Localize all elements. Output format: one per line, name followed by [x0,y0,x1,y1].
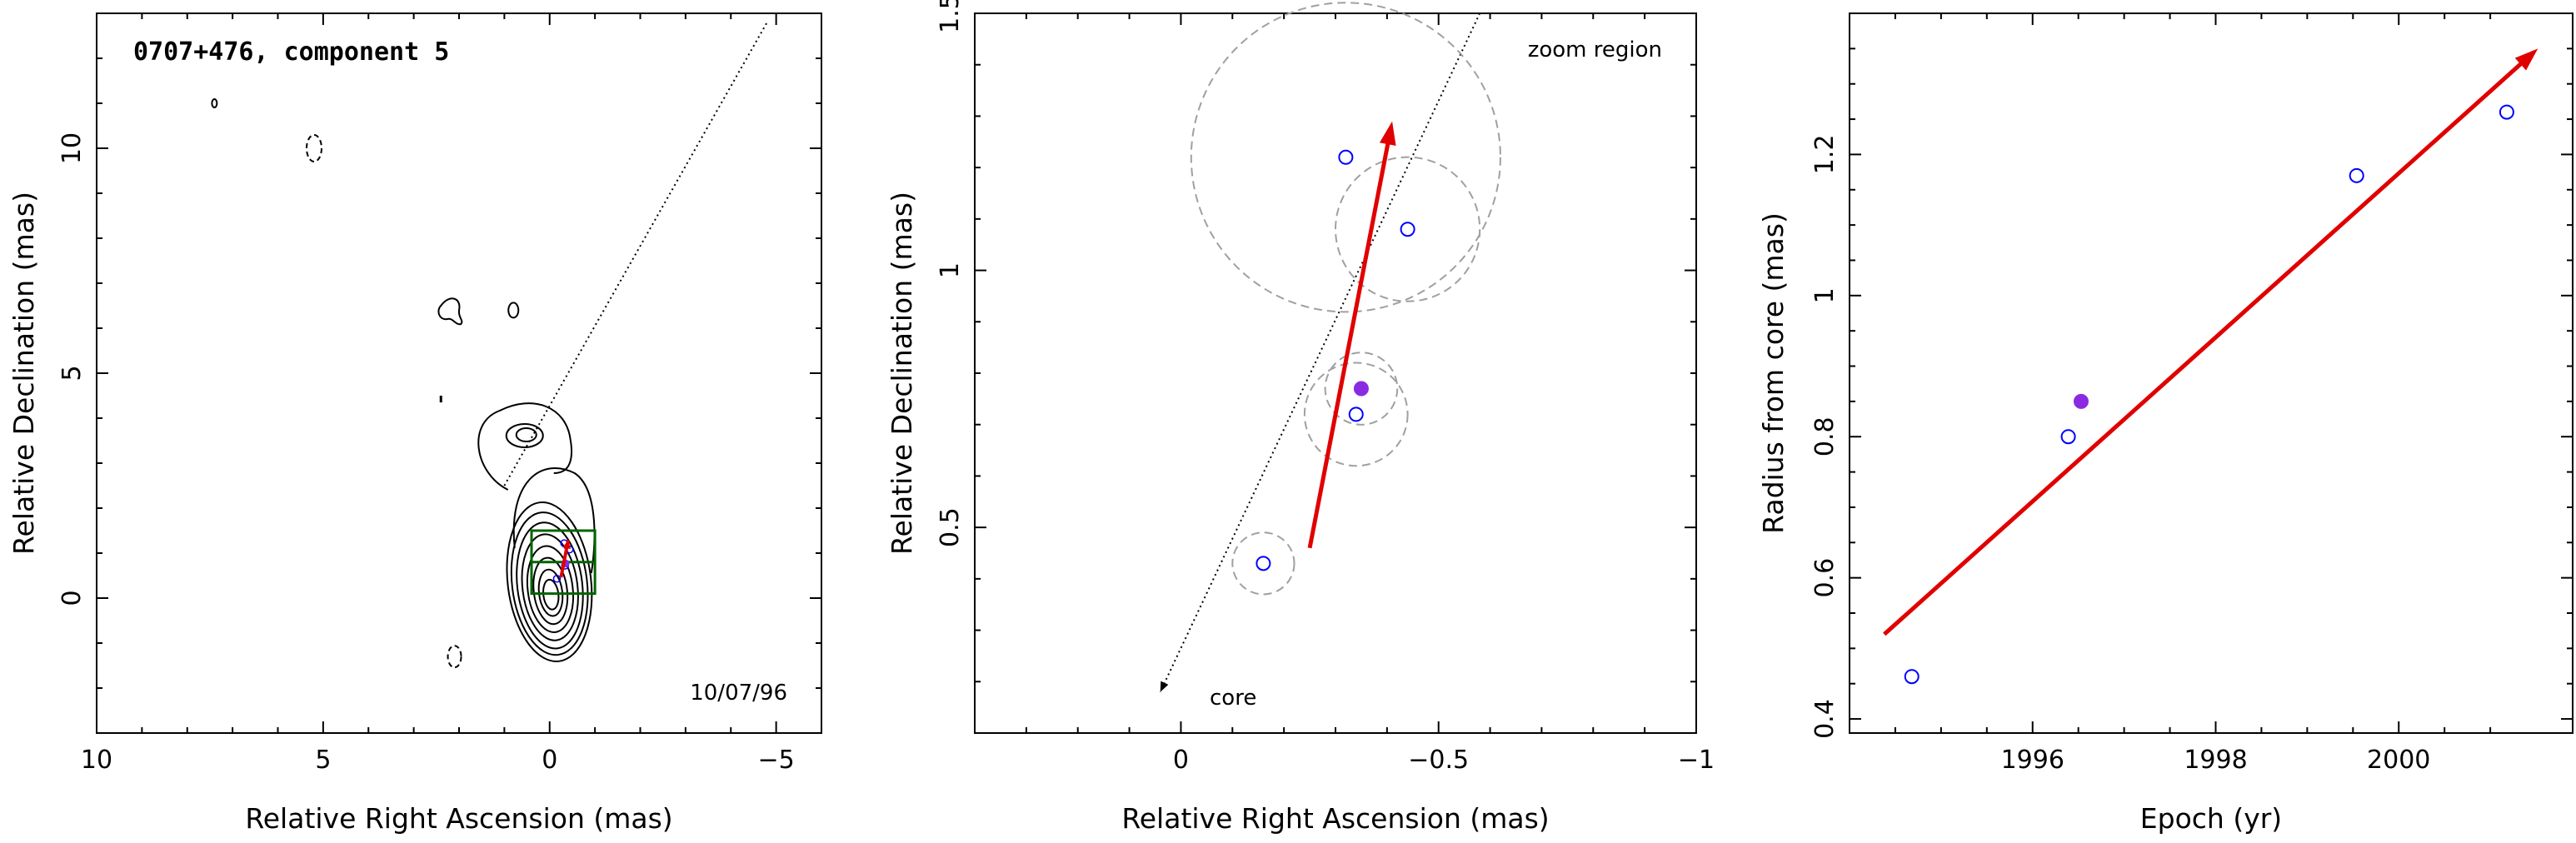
contour-line [437,297,463,326]
fit-arrow [1883,58,2527,636]
contour-line [510,511,589,656]
x-tick-label: 0 [1173,746,1189,775]
plot-frame [974,12,1697,734]
x-axis-label: Epoch (yr) [2140,802,2282,835]
plot-frame [1849,12,2574,734]
x-tick-label: 2000 [2367,746,2430,775]
contour-line [516,521,584,650]
zoom-region-label: zoom region [1528,37,1662,62]
component-marker [1338,149,1354,165]
axis-ticks: 0 −0.5 −1 0.5 1 1.5 [936,0,1715,775]
motion-arrow-head [1379,121,1396,146]
x-tick-label: 0 [542,746,557,775]
epoch-date-label: 10/07/96 [690,681,787,706]
x-tick-label: −5 [758,746,795,775]
motion-arrow-head [562,540,572,550]
component-size-circle [1303,362,1409,467]
panel-title: 0707+476, component 5 [133,37,449,67]
x-axis-label: Relative Right Ascension (mas) [1121,802,1549,835]
y-tick-label: 0.6 [1810,558,1840,598]
y-axis-label: Relative Declination (mas) [7,192,40,555]
contour-lines [211,22,768,669]
panel-zoom-region: 0 −0.5 −1 0.5 1 1.5 zoom region core Relative… [886,0,1715,835]
data-point [2499,104,2514,120]
contour-line [477,402,572,491]
component-marker [1256,556,1271,571]
axis-ticks: 1996 1998 2000 0.4 0.6 0.8 1 1.2 [1810,13,2573,775]
component-marker [1348,407,1364,422]
panel-contour-map: 10 5 0 −5 0 5 10 0707+476, component 5 10/07/9… [7,12,822,835]
contour-line [521,533,579,641]
component-marker [1400,222,1415,237]
contour-line [515,427,537,442]
x-tick-label: 1998 [2184,746,2247,775]
data-point [2060,429,2076,445]
y-tick-label: 0 [57,590,87,606]
motion-arrow [1307,137,1391,549]
component-size-circle [1231,531,1295,596]
x-tick-label: −0.5 [1408,746,1469,775]
contour-line [506,501,593,662]
x-axis-label: Relative Right Ascension (mas) [245,802,672,835]
plot-marks [1883,48,2539,685]
fit-arrow-head [2514,48,2539,71]
core-label: core [1210,686,1256,711]
jet-direction-line [503,22,768,486]
y-tick-label: 1.5 [936,0,965,33]
jet-direction-line [1159,12,1481,693]
y-tick-label: 1 [1810,287,1840,303]
contour-line [526,545,574,633]
axis-ticks: 10 5 0 −5 0 5 10 [57,12,822,775]
component-size-circle [1335,156,1481,302]
y-tick-label: 0.4 [1810,699,1840,739]
component-size-circle [1324,352,1399,426]
core-arrow-head [1160,681,1169,692]
negative-contour-line [306,134,322,162]
component-size-circle [1190,2,1501,313]
x-tick-label: 1996 [2001,746,2064,775]
data-point [1904,669,1920,685]
y-tick-label: 0.5 [936,507,965,547]
y-tick-label: 1.2 [1810,135,1840,175]
y-tick-label: 1 [936,262,965,278]
panel-radius-vs-epoch: 1996 1998 2000 0.4 0.6 0.8 1 1.2 Epoch (yr) Rad… [1757,12,2574,835]
x-tick-label: 5 [315,746,331,775]
y-axis-label: Radius from core (mas) [1757,212,1790,534]
component-marker [1353,381,1369,397]
y-tick-label: 10 [57,132,87,164]
data-point [2349,167,2364,183]
plot-marks [1159,2,1501,693]
contour-line [211,98,218,108]
contour-line [505,423,544,448]
plot-frame [96,12,822,734]
x-tick-label: −1 [1678,746,1715,775]
component-marker [552,575,562,583]
x-tick-label: 10 [81,746,112,775]
contour-line [507,302,520,319]
y-tick-label: 5 [57,365,87,381]
data-point [2073,393,2089,409]
y-axis-label: Relative Declination (mas) [886,192,918,555]
negative-contour-line [447,645,462,669]
y-tick-label: 0.8 [1810,417,1840,456]
